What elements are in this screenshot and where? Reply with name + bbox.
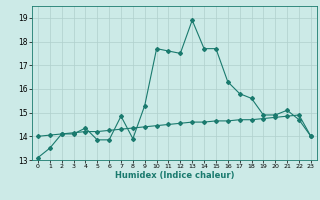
X-axis label: Humidex (Indice chaleur): Humidex (Indice chaleur) bbox=[115, 171, 234, 180]
